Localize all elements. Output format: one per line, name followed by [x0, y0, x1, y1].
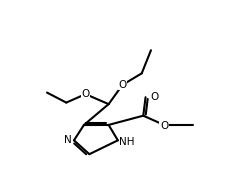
Text: O: O — [118, 80, 127, 90]
Text: O: O — [150, 92, 158, 102]
Text: N: N — [64, 135, 72, 145]
Text: O: O — [81, 89, 90, 99]
Text: NH: NH — [119, 137, 135, 147]
Text: O: O — [160, 121, 168, 131]
